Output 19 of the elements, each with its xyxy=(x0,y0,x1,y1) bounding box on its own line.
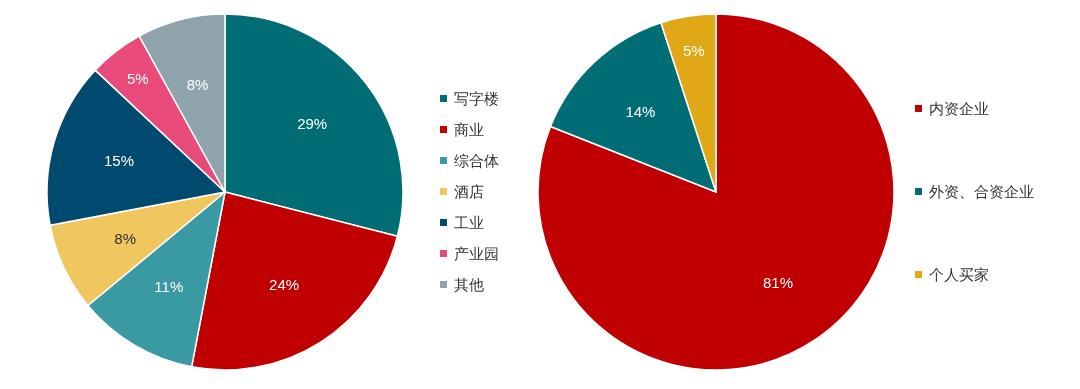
legend-label: 产业园 xyxy=(454,245,499,262)
data-label: 11% xyxy=(154,277,184,295)
data-label: 5% xyxy=(682,42,705,60)
legend-label: 其他 xyxy=(454,276,484,293)
legend-label: 写字楼 xyxy=(454,90,499,107)
data-label: 29% xyxy=(297,115,328,133)
legend-label: 工业 xyxy=(454,214,484,231)
data-label: 8% xyxy=(186,76,209,94)
data-label: 15% xyxy=(104,152,135,170)
data-label: 8% xyxy=(114,229,136,247)
legend-label: 内资企业 xyxy=(929,100,989,117)
data-label: 5% xyxy=(126,70,149,88)
legend-label: 个人买家 xyxy=(929,266,989,283)
legend-label: 酒店 xyxy=(454,183,484,200)
legend-label: 商业 xyxy=(454,121,484,138)
data-label: 81% xyxy=(763,274,794,292)
data-label: 14% xyxy=(625,102,656,120)
data-label: 24% xyxy=(269,276,300,294)
legend-label: 综合体 xyxy=(454,152,499,169)
